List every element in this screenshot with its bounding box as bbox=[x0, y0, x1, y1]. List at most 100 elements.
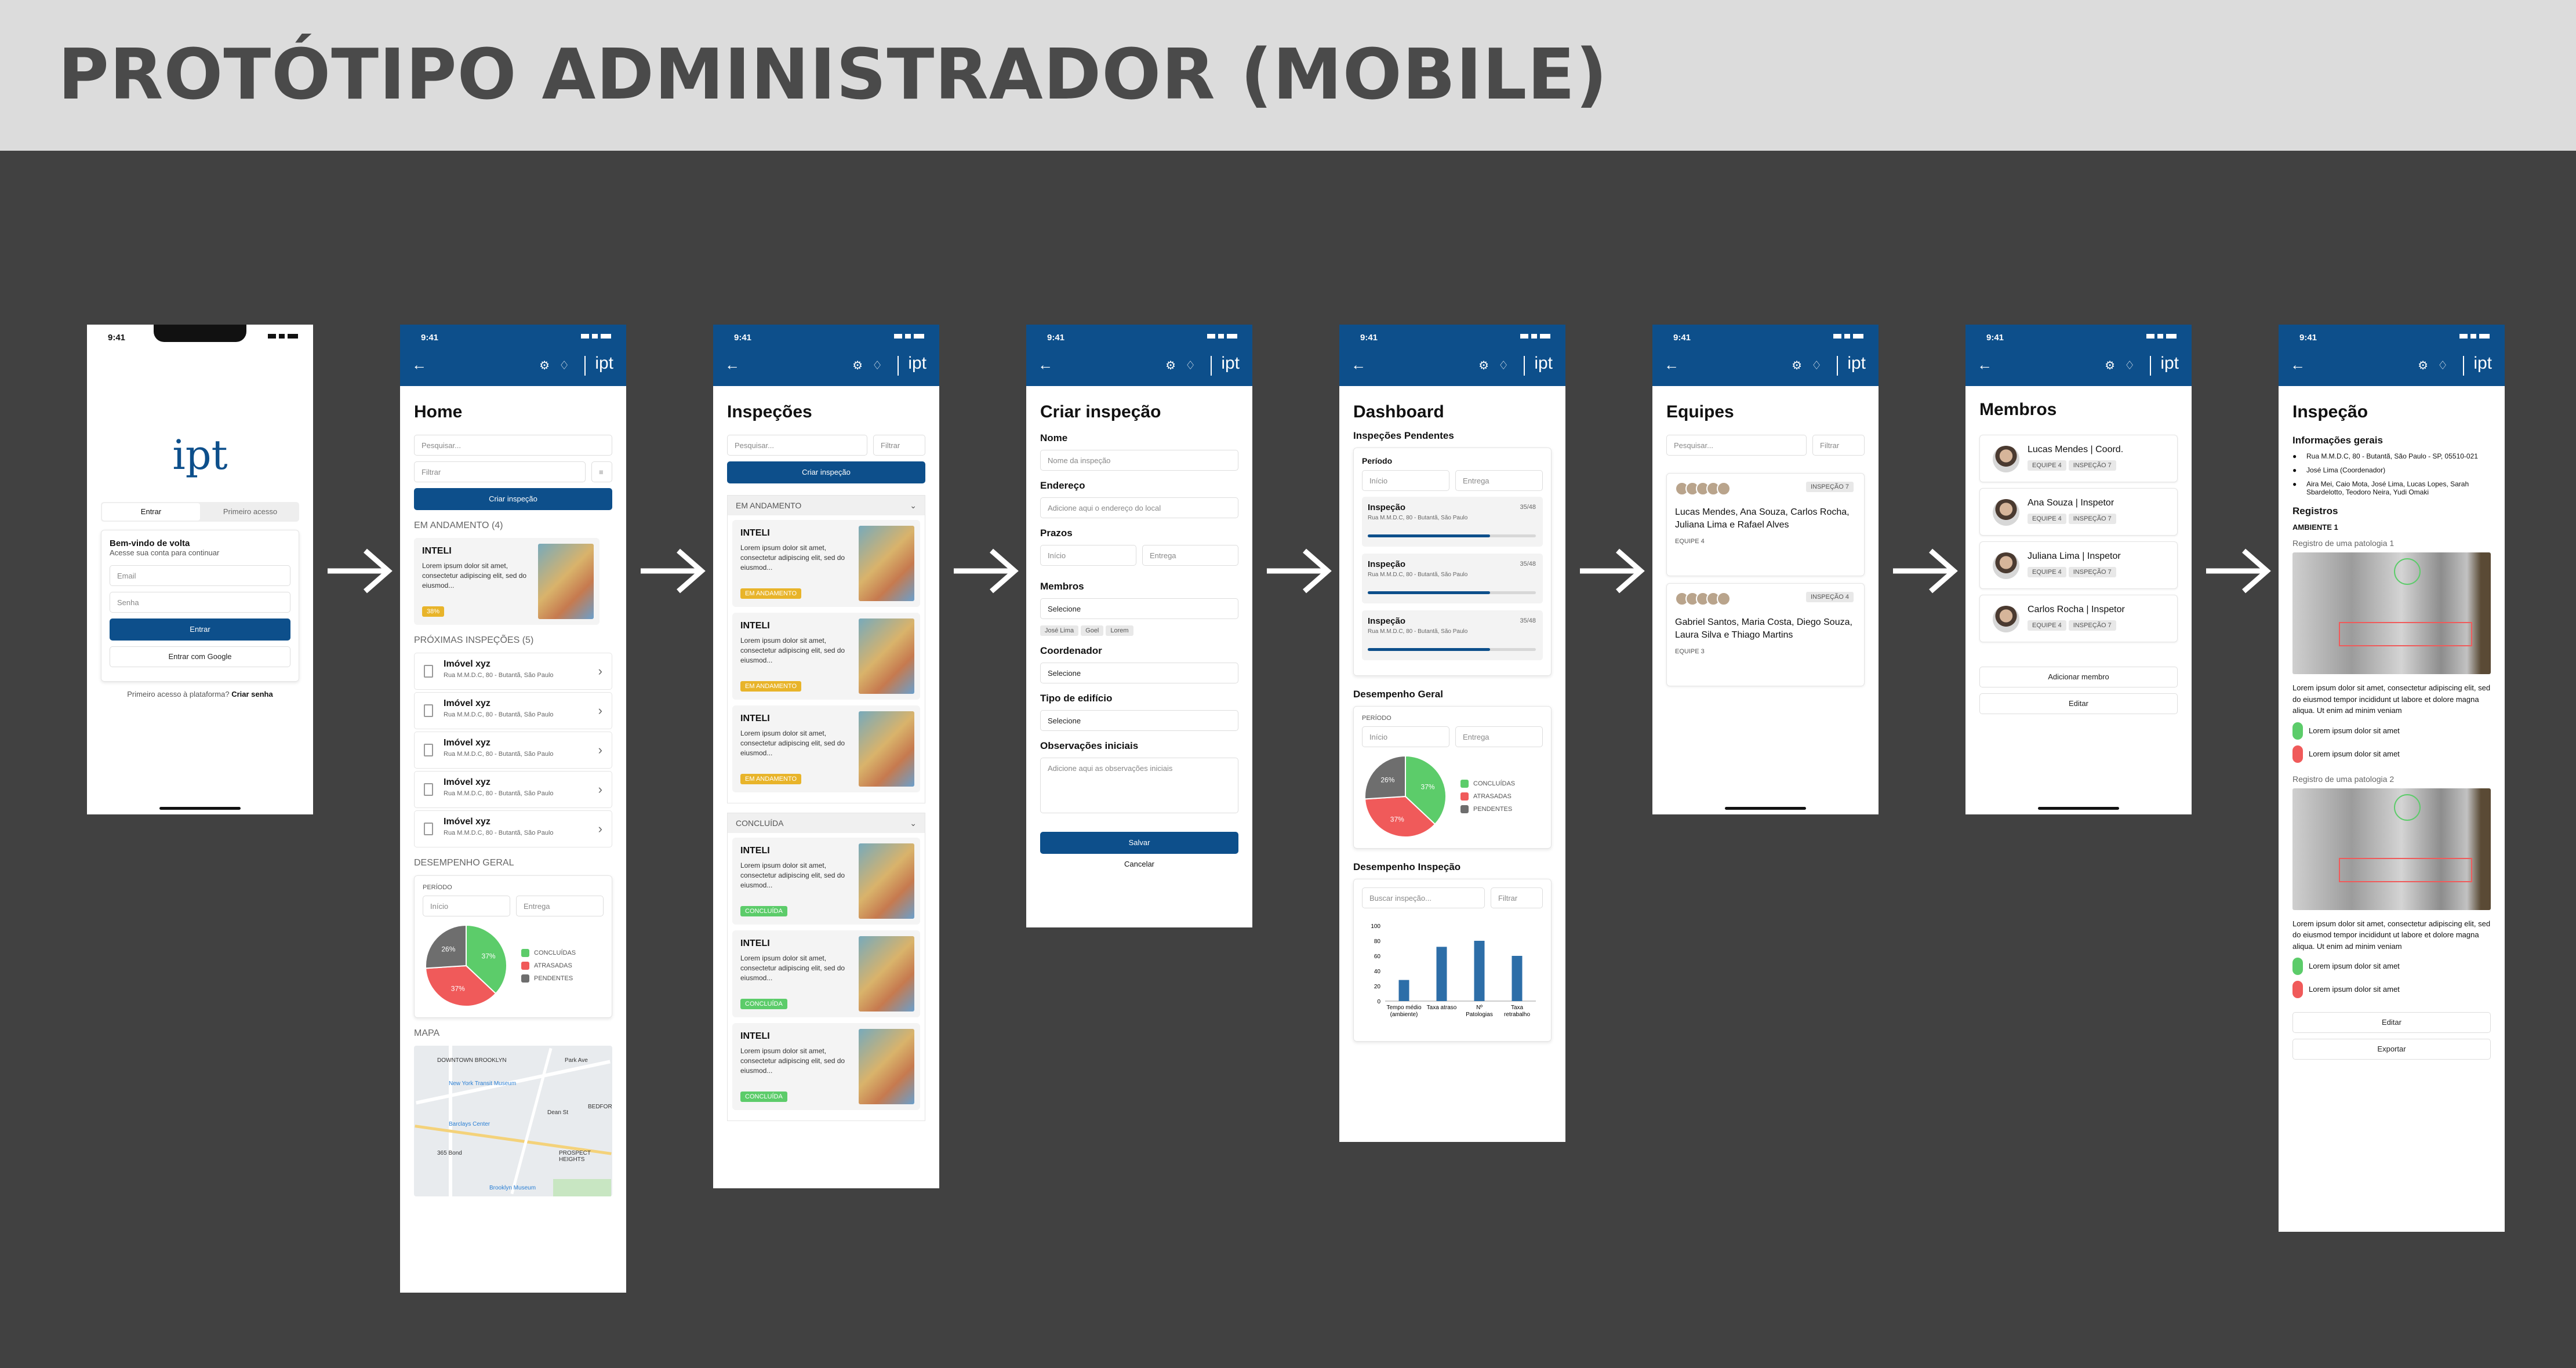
search-input[interactable]: Pesquisar... bbox=[727, 435, 867, 456]
search-inspection-input[interactable]: Buscar inspeção... bbox=[1362, 887, 1485, 908]
gear-icon[interactable]: ⚙ bbox=[852, 359, 863, 372]
bell-icon[interactable]: ♢ bbox=[559, 359, 569, 372]
save-button[interactable]: Salvar bbox=[1040, 832, 1238, 854]
member-card[interactable]: Lucas Mendes | Coord. EQUIPE 4 INSPEÇÃO 7 bbox=[1979, 435, 2178, 482]
end-date-field[interactable]: Entrega bbox=[1142, 545, 1238, 566]
checklist-item[interactable]: Lorem ipsum dolor sit amet bbox=[2292, 958, 2491, 975]
item-address: Rua M.M.D.C, 80 - Butantã, São Paulo bbox=[1368, 515, 1468, 521]
search-input[interactable]: Pesquisar... bbox=[414, 435, 612, 456]
upcoming-item[interactable]: Imóvel xyz Rua M.M.D.C, 80 - Butantã, São… bbox=[414, 692, 612, 729]
gear-icon[interactable]: ⚙ bbox=[1165, 359, 1176, 372]
menu-icon[interactable]: ≡ bbox=[591, 461, 612, 482]
search-input[interactable]: Pesquisar... bbox=[1666, 435, 1807, 456]
accordion-in-progress[interactable]: EM ANDAMENTO ⌄ bbox=[728, 496, 925, 515]
gear-icon[interactable]: ⚙ bbox=[1478, 359, 1489, 372]
filter-button[interactable]: Filtrar bbox=[873, 435, 925, 456]
password-field[interactable]: Senha bbox=[110, 592, 290, 613]
filter-input[interactable]: Filtrar bbox=[414, 461, 586, 482]
checklist-item[interactable]: Lorem ipsum dolor sit amet bbox=[2292, 745, 2491, 763]
start-date-field[interactable]: Início bbox=[1040, 545, 1136, 566]
login-button[interactable]: Entrar bbox=[110, 618, 290, 641]
gear-icon[interactable]: ⚙ bbox=[539, 359, 550, 372]
member-card[interactable]: Ana Souza | Inspetor EQUIPE 4 INSPEÇÃO 7 bbox=[1979, 488, 2178, 536]
pending-item[interactable]: Inspeção 35/48 Rua M.M.D.C, 80 - Butantã, … bbox=[1362, 610, 1543, 660]
upcoming-item[interactable]: Imóvel xyz Rua M.M.D.C, 80 - Butantã, São… bbox=[414, 810, 612, 847]
member-chip[interactable]: Lorem bbox=[1106, 625, 1133, 636]
member-card[interactable]: Juliana Lima | Inspetor EQUIPE 4 INSPEÇÃO … bbox=[1979, 541, 2178, 589]
back-arrow-icon[interactable]: ← bbox=[1977, 356, 1992, 373]
general-info-title: Informações gerais bbox=[2292, 435, 2383, 446]
end-date-field[interactable]: Entrega bbox=[1455, 726, 1543, 747]
bell-icon[interactable]: ♢ bbox=[1498, 359, 1509, 372]
bell-icon[interactable]: ♢ bbox=[872, 359, 882, 372]
screen-title: Membros bbox=[1979, 400, 2057, 419]
card-description: Lorem ipsum dolor sit amet, consectetur … bbox=[740, 544, 845, 572]
accordion-completed[interactable]: CONCLUÍDA ⌄ bbox=[728, 813, 925, 833]
item-address: Rua M.M.D.C, 80 - Butantã, São Paulo bbox=[1368, 628, 1468, 635]
gear-icon[interactable]: ⚙ bbox=[1792, 359, 1802, 372]
back-arrow-icon[interactable]: ← bbox=[1351, 356, 1366, 373]
email-field[interactable]: Email bbox=[110, 565, 290, 586]
pending-item[interactable]: Inspeção 35/48 Rua M.M.D.C, 80 - Butantã, … bbox=[1362, 554, 1543, 603]
bell-icon[interactable]: ♢ bbox=[1811, 359, 1822, 372]
inspection-card[interactable]: INTELI Lorem ipsum dolor sit amet, consec… bbox=[732, 838, 920, 925]
member-chip[interactable]: Goel bbox=[1081, 625, 1104, 636]
inspection-card[interactable]: INTELI Lorem ipsum dolor sit amet, consec… bbox=[732, 1023, 920, 1110]
upcoming-item[interactable]: Imóvel xyz Rua M.M.D.C, 80 - Butantã, São… bbox=[414, 732, 612, 769]
checklist-item[interactable]: Lorem ipsum dolor sit amet bbox=[2292, 722, 2491, 740]
name-field[interactable]: Nome da inspeção bbox=[1040, 450, 1238, 471]
start-date-field[interactable]: Início bbox=[1362, 726, 1449, 747]
x-tick-label: Nº bbox=[1476, 1005, 1483, 1011]
inspection-card[interactable]: INTELI Lorem ipsum dolor sit amet, consec… bbox=[732, 520, 920, 607]
start-date-field[interactable]: Início bbox=[1362, 470, 1449, 491]
notes-textarea[interactable]: Adicione aqui as observações iniciais bbox=[1040, 758, 1238, 813]
start-date-field[interactable]: Início bbox=[423, 896, 510, 916]
tab-entrar[interactable]: Entrar bbox=[102, 503, 200, 521]
bell-icon[interactable]: ♢ bbox=[2124, 359, 2135, 372]
export-button[interactable]: Exportar bbox=[2292, 1039, 2491, 1060]
back-arrow-icon[interactable]: ← bbox=[412, 356, 427, 373]
member-chip[interactable]: José Lima bbox=[1040, 625, 1079, 636]
edit-button[interactable]: Editar bbox=[2292, 1012, 2491, 1033]
member-card[interactable]: Carlos Rocha | Inspetor EQUIPE 4 INSPEÇÃO … bbox=[1979, 595, 2178, 642]
coordinator-select[interactable]: Selecione bbox=[1040, 663, 1238, 683]
back-arrow-icon[interactable]: ← bbox=[1038, 356, 1053, 373]
end-date-field[interactable]: Entrega bbox=[1455, 470, 1543, 491]
tab-primeiro-acesso[interactable]: Primeiro acesso bbox=[223, 507, 278, 516]
back-arrow-icon[interactable]: ← bbox=[2290, 356, 2305, 373]
inspection-card[interactable]: INTELI Lorem ipsum dolor sit amet, consec… bbox=[732, 930, 920, 1017]
building-type-select[interactable]: Selecione bbox=[1040, 710, 1238, 731]
inspection-card[interactable]: INTELI Lorem ipsum dolor sit amet, conse… bbox=[414, 538, 600, 625]
create-inspection-button[interactable]: Criar inspeção bbox=[414, 488, 612, 510]
gear-icon[interactable]: ⚙ bbox=[2418, 359, 2428, 372]
members-select[interactable]: Selecione bbox=[1040, 598, 1238, 619]
pending-title: Inspeções Pendentes bbox=[1353, 430, 1454, 441]
create-inspection-button[interactable]: Criar inspeção bbox=[727, 461, 925, 483]
add-member-button[interactable]: Adicionar membro bbox=[1979, 667, 2178, 687]
bell-icon[interactable]: ♢ bbox=[2437, 359, 2448, 372]
inspection-card[interactable]: INTELI Lorem ipsum dolor sit amet, consec… bbox=[732, 613, 920, 700]
pathology-photo[interactable] bbox=[2292, 788, 2491, 910]
gear-icon[interactable]: ⚙ bbox=[2105, 359, 2115, 372]
upcoming-item[interactable]: Imóvel xyz Rua M.M.D.C, 80 - Butantã, São… bbox=[414, 771, 612, 808]
team-card[interactable]: INSPEÇÃO 4 Gabriel Santos, Maria Costa, D… bbox=[1666, 583, 1865, 686]
team-card[interactable]: INSPEÇÃO 7 Lucas Mendes, Ana Souza, Carlo… bbox=[1666, 473, 1865, 576]
checklist-item[interactable]: Lorem ipsum dolor sit amet bbox=[2292, 981, 2491, 998]
address-field[interactable]: Adicione aqui o endereço do local bbox=[1040, 497, 1238, 518]
create-password-link[interactable]: Criar senha bbox=[231, 690, 273, 698]
back-arrow-icon[interactable]: ← bbox=[725, 356, 740, 373]
google-login-button[interactable]: Entrar com Google bbox=[110, 646, 290, 667]
bell-icon[interactable]: ♢ bbox=[1185, 359, 1196, 372]
back-arrow-icon[interactable]: ← bbox=[1664, 356, 1679, 373]
pathology-photo[interactable] bbox=[2292, 552, 2491, 674]
filter-button[interactable]: Filtrar bbox=[1812, 435, 1865, 456]
top-nav: ← ⚙ ♢ ipt bbox=[1339, 344, 1565, 386]
upcoming-item[interactable]: Imóvel xyz Rua M.M.D.C, 80 - Butantã, São… bbox=[414, 653, 612, 690]
filter-button[interactable]: Filtrar bbox=[1491, 887, 1543, 908]
edit-button[interactable]: Editar bbox=[1979, 693, 2178, 714]
map[interactable]: DOWNTOWN BROOKLYN New York Transit Museu… bbox=[414, 1046, 612, 1196]
cancel-button[interactable]: Cancelar bbox=[1124, 860, 1155, 868]
inspection-card[interactable]: INTELI Lorem ipsum dolor sit amet, consec… bbox=[732, 705, 920, 792]
pending-item[interactable]: Inspeção 35/48 Rua M.M.D.C, 80 - Butantã, … bbox=[1362, 497, 1543, 547]
end-date-field[interactable]: Entrega bbox=[516, 896, 604, 916]
